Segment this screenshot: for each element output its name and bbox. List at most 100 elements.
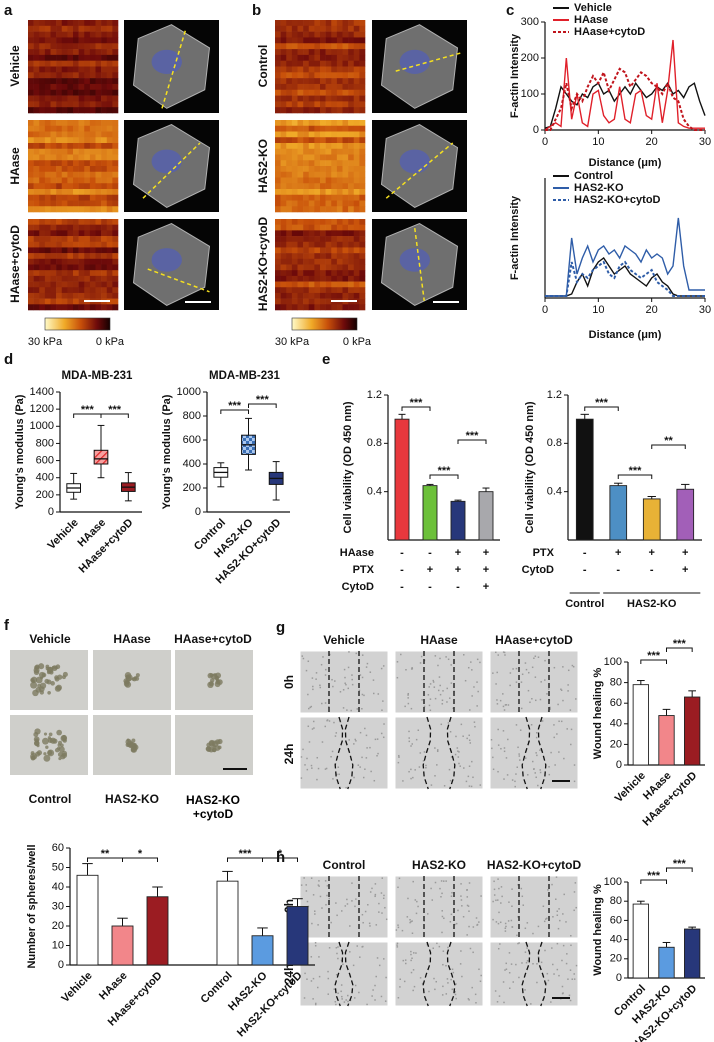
heatmap-cell <box>275 189 281 196</box>
cell-texture <box>423 920 425 922</box>
heatmap-cell <box>275 120 281 127</box>
cell-texture <box>550 751 552 754</box>
heatmap-cell <box>359 194 366 201</box>
heatmap-cell <box>325 183 332 190</box>
heatmap-cell <box>112 101 119 108</box>
cell-texture <box>329 653 331 656</box>
sphere <box>205 746 212 752</box>
cell-texture <box>399 986 401 988</box>
cell-texture <box>468 785 471 787</box>
heatmap-cell <box>359 148 366 155</box>
significance-bracket <box>100 413 129 418</box>
cell-texture <box>455 997 457 1000</box>
cell-texture <box>383 894 385 897</box>
cell-texture <box>359 956 361 958</box>
heatmap-cell <box>28 253 34 260</box>
cell-texture <box>353 743 355 745</box>
cell-texture <box>401 929 404 932</box>
heatmap-cell <box>359 177 366 184</box>
cell-texture <box>554 764 556 766</box>
cell-texture <box>514 780 516 783</box>
heatmap-cell <box>336 137 343 144</box>
heatmap-cell <box>112 258 119 265</box>
heatmap-cell <box>303 171 310 178</box>
cell-texture <box>322 656 324 658</box>
heatmap-cell <box>303 219 310 225</box>
x-tick-label: HAS2-KO+cytoD <box>235 970 305 1040</box>
cell-texture <box>396 942 399 944</box>
cell-texture <box>312 977 315 980</box>
heatmap-cell <box>89 264 96 271</box>
heatmap-cell <box>73 25 79 32</box>
sphere <box>209 740 215 746</box>
bar <box>286 906 309 966</box>
heatmap-cell <box>73 206 79 213</box>
cell-texture <box>317 884 320 886</box>
heatmap-cell <box>303 292 310 299</box>
heatmap-cell <box>308 304 315 311</box>
heatmap-cell <box>101 189 108 196</box>
cell-texture <box>417 905 419 908</box>
legend-label: HAase+cytoD <box>574 26 645 38</box>
heatmap-cell <box>314 125 321 132</box>
heatmap-cell <box>286 298 293 305</box>
heatmap-cell <box>280 304 287 311</box>
heatmap-cell <box>112 37 119 44</box>
heatmap-cell <box>303 54 310 61</box>
nucleus <box>151 248 182 272</box>
panel-label: b <box>252 2 261 19</box>
heatmap-cell <box>44 253 51 260</box>
cell-texture <box>351 882 353 884</box>
y-tick-label: 1.2 <box>367 389 382 401</box>
heatmap-cell <box>286 194 293 201</box>
cell-texture <box>398 877 401 880</box>
cell-texture <box>384 1000 387 1002</box>
chart-title: MDA-MB-231 <box>209 370 281 382</box>
heatmap-cell <box>78 177 85 184</box>
heatmap-cell <box>297 31 304 38</box>
heatmap-cell <box>275 194 281 201</box>
cell-texture <box>446 701 448 703</box>
heatmap-cell <box>325 200 332 207</box>
heatmap-cell <box>297 107 304 114</box>
heatmap-cell <box>314 31 321 38</box>
heatmap-cell <box>348 281 355 288</box>
heatmap-cell <box>336 43 343 50</box>
heatmap-cell <box>73 101 79 108</box>
heatmap-cell <box>314 107 321 114</box>
cell-texture <box>439 887 441 890</box>
heatmap-cell <box>33 183 40 190</box>
heatmap-cell <box>106 154 113 161</box>
heatmap-cell <box>106 60 113 67</box>
heatmap-cell <box>56 72 63 79</box>
heatmap-cell <box>56 264 63 271</box>
heatmap-cell <box>314 131 321 138</box>
cell-texture <box>472 951 474 954</box>
heatmap-cell <box>89 107 96 114</box>
heatmap-cell <box>291 171 298 178</box>
cell-texture <box>467 775 470 778</box>
heatmap-cell <box>353 137 360 144</box>
cell-texture <box>356 708 359 710</box>
heatmap-cell <box>320 281 326 288</box>
heatmap-cell <box>336 177 343 184</box>
heatmap-cell <box>342 25 349 32</box>
heatmap-cell <box>353 264 360 271</box>
cell-texture <box>328 897 330 900</box>
y-tick-label: 100 <box>521 88 539 100</box>
cell-texture <box>458 751 460 753</box>
table-sign: - <box>456 581 460 593</box>
heatmap-cell <box>331 125 338 132</box>
cell-texture <box>553 724 555 726</box>
heatmap-cell <box>314 160 321 167</box>
heatmap-cell <box>275 281 281 288</box>
heatmap-cell <box>303 83 310 91</box>
cell-texture <box>428 686 430 688</box>
heatmap-cell <box>50 194 57 201</box>
heatmap-cell <box>280 43 287 50</box>
cell-texture <box>562 913 564 915</box>
sphere <box>30 681 38 689</box>
heatmap-cell <box>101 304 108 311</box>
cell-texture <box>334 680 336 682</box>
